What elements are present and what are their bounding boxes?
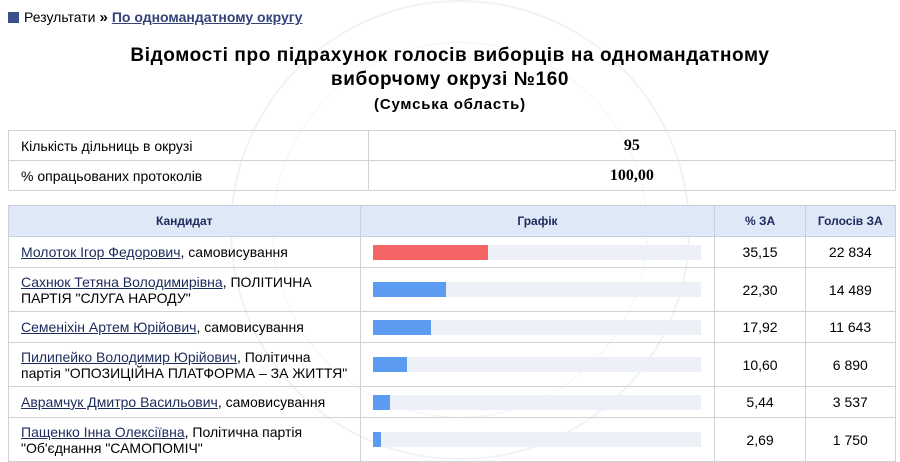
candidate-party: , самовисування [217,394,326,410]
summary-label: Кількість дільниць в окрузі [8,130,369,161]
candidate-cell: Пилипейко Володимир Юрійович, Політична … [8,342,361,387]
percent-value: 5,44 [714,386,806,418]
candidate-name-link[interactable]: Пилипейко Володимир Юрійович [21,348,237,365]
page-title-line2: виборчому окрузі №160 [330,69,570,90]
page-title-line1: Відомості про підрахунок голосів виборці… [130,45,770,66]
percent-value: 17,92 [714,311,806,343]
candidate-name-link[interactable]: Молоток Ігор Федорович [21,244,181,260]
candidate-name-link[interactable]: Сахнюк Тетяна Володимирівна [21,273,223,290]
summary-row: % опрацьованих протоколів 100,00 [8,160,897,191]
vote-bar-track [372,319,701,335]
summary-value: 100,00 [367,160,897,191]
header-candidate: Кандидат [8,205,361,237]
percent-value: 10,60 [714,342,806,387]
summary-value: 95 [367,130,897,161]
graph-cell [359,342,716,387]
candidate-cell: Сахнюк Тетяна Володимирівна, ПОЛІТИЧНА П… [8,267,361,312]
graph-cell [359,417,716,462]
vote-bar-track [372,432,701,447]
breadcrumb: Результати » По одномандатному округу [8,8,302,26]
percent-value: 22,30 [714,267,806,312]
votes-value: 11 643 [804,311,897,343]
graph-cell [359,386,716,418]
candidate-party: , Політична партія "Об'єднання "САМОПОМІ… [21,423,303,456]
vote-bar [372,282,446,297]
header-graph: Графік [359,205,716,237]
percent-value: 2,69 [714,417,806,462]
percent-value: 35,15 [714,236,806,268]
summary-table: Кількість дільниць в окрузі 95 % опрацьо… [8,130,897,191]
candidate-cell: Аврамчук Дмитро Васильович, самовисуванн… [8,386,361,418]
candidate-name-link[interactable]: Пащенко Інна Олексіївна [21,423,185,440]
candidate-row: Семеніхін Артем Юрійович, самовисування 1… [8,311,897,343]
results-header-row: Кандидат Графік % ЗА Голосів ЗА [8,205,897,237]
header-percent: % ЗА [714,205,806,237]
region-subtitle: (Сумська область) [374,96,526,113]
vote-bar-track [372,357,701,372]
vote-bar-track [372,394,701,410]
breadcrumb-root[interactable]: Результати [24,9,96,25]
votes-value: 22 834 [804,236,897,268]
graph-cell [359,311,716,343]
vote-bar [372,394,391,410]
votes-value: 3 537 [804,386,897,418]
candidate-cell: Семеніхін Артем Юрійович, самовисування [8,311,361,343]
candidate-cell: Пащенко Інна Олексіївна, Політична парті… [8,417,361,462]
candidate-party: , ПОЛІТИЧНА ПАРТІЯ "СЛУГА НАРОДУ" [21,273,312,306]
page-title: Відомості про підрахунок голосів виборці… [0,44,900,92]
vote-bar [372,244,488,260]
breadcrumb-separator: » [99,8,108,26]
candidate-row: Аврамчук Дмитро Васильович, самовисуванн… [8,386,897,418]
candidate-name-link[interactable]: Аврамчук Дмитро Васильович [21,394,218,410]
candidate-row: Пащенко Інна Олексіївна, Політична парті… [8,417,897,462]
graph-cell [359,236,716,268]
candidate-party: , самовисування [196,319,304,335]
votes-value: 14 489 [804,267,897,312]
votes-value: 6 890 [804,342,897,387]
candidate-cell: Молоток Ігор Федорович, самовисування [8,236,361,268]
candidate-row: Пилипейко Володимир Юрійович, Політична … [8,342,897,387]
candidate-row: Сахнюк Тетяна Володимирівна, ПОЛІТИЧНА П… [8,267,897,312]
candidate-name-link[interactable]: Семеніхін Артем Юрійович [21,319,197,335]
votes-value: 1 750 [804,417,897,462]
summary-label: % опрацьованих протоколів [8,160,369,191]
breadcrumb-current-link[interactable]: По одномандатному округу [111,9,303,25]
graph-cell [359,267,716,312]
candidate-row: Молоток Ігор Федорович, самовисування 35,… [8,236,897,268]
header-votes: Голосів ЗА [804,205,897,237]
vote-bar-track [372,282,701,297]
candidate-party: , самовисування [180,244,288,260]
vote-bar [372,432,382,447]
vote-bar [372,319,432,335]
vote-bar-track [372,244,701,260]
results-table: Кандидат Графік % ЗА Голосів ЗА Молоток … [8,205,897,462]
summary-row: Кількість дільниць в окрузі 95 [8,130,897,161]
vote-bar [372,357,408,372]
candidate-party: , Політична партія "ОПОЗИЦІЙНА ПЛАТФОРМА… [21,348,348,381]
square-bullet-icon [8,11,19,23]
